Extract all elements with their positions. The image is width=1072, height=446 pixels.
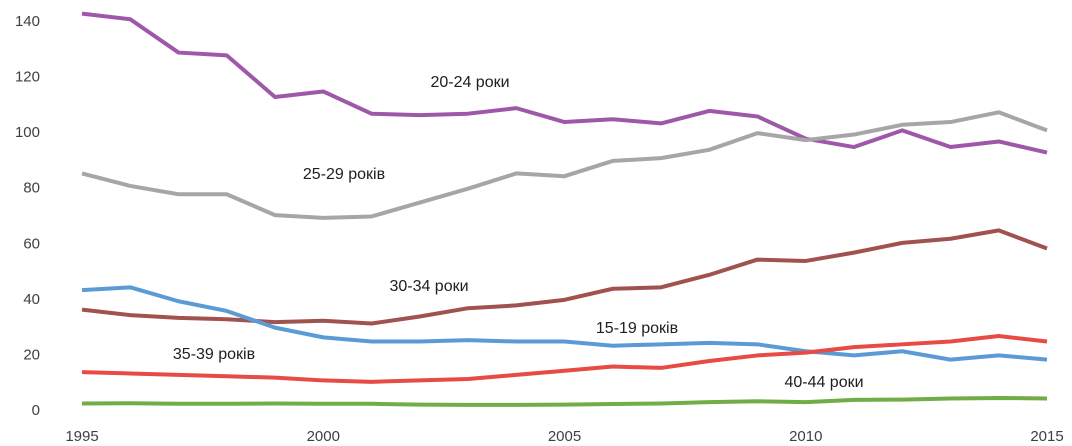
series-line	[81, 11, 1048, 155]
series-label: 30-34 роки	[389, 278, 468, 295]
y-tick-label: 80	[23, 180, 40, 197]
series-label: 20-24 роки	[430, 74, 509, 91]
series-line	[81, 110, 1048, 220]
y-tick-label: 120	[15, 69, 40, 86]
y-tick-label: 40	[23, 291, 40, 308]
x-tick-label: 2000	[307, 428, 340, 445]
x-tick-label: 2015	[1030, 428, 1063, 445]
y-tick-label: 60	[23, 235, 40, 252]
y-tick-label: 20	[23, 346, 40, 363]
series-label: 40-44 роки	[784, 374, 863, 391]
series-line	[81, 228, 1048, 326]
x-tick-label: 2005	[548, 428, 581, 445]
x-tick-label: 1995	[65, 428, 98, 445]
y-tick-label: 0	[32, 402, 40, 419]
series-label: 15-19 років	[596, 320, 678, 337]
y-tick-label: 100	[15, 124, 40, 141]
series-label: 25-29 років	[303, 166, 385, 183]
x-tick-label: 2010	[789, 428, 822, 445]
series-label: 35-39 років	[173, 346, 255, 363]
y-tick-label: 140	[15, 13, 40, 30]
series-line	[81, 285, 1048, 362]
series-line	[81, 395, 1048, 407]
series-line	[81, 333, 1048, 384]
